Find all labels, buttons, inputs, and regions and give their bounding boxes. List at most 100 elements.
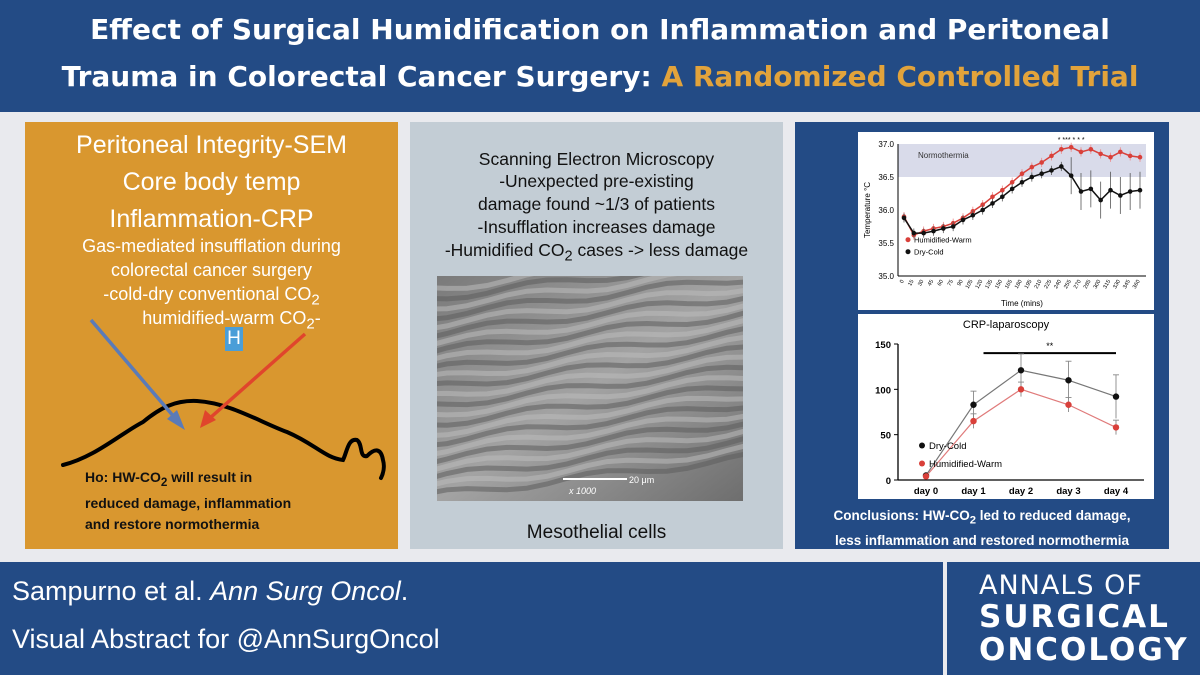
temp-x-tick: 330	[1112, 279, 1122, 290]
temp-point	[1137, 154, 1143, 160]
temp-point	[1068, 173, 1074, 178]
outcome-temp: Core body temp	[122, 168, 301, 196]
temp-point	[1108, 154, 1113, 160]
crp-x-tick: day 0	[914, 486, 938, 497]
sem-finding-4-a: -Humidified CO	[444, 240, 565, 260]
crp-point	[1017, 367, 1025, 374]
temp-x-tick: 300	[1093, 279, 1103, 290]
sem-caption: Mesothelial cells	[526, 522, 667, 543]
temp-x-tick: 225	[1043, 279, 1053, 290]
hypothesis-b: will result in	[167, 469, 253, 485]
blue-arrow-head	[167, 410, 185, 430]
sem-finding-3: -Insufflation increases damage	[477, 217, 716, 237]
crp-point	[1112, 393, 1120, 400]
study-design-panel: Peritoneal Integrity-SEM Core body temp …	[25, 122, 398, 549]
title-line-2-highlight: A Randomized Controlled Trial	[661, 60, 1139, 93]
sem-panel: Scanning Electron Microscopy -Unexpected…	[410, 122, 783, 549]
arm-humidified: humidified-warm CO2-	[45, 307, 418, 336]
temp-point	[1019, 179, 1025, 185]
red-arrow-line	[208, 332, 307, 420]
citation-footer: Sampurno et al. Ann Surg Oncol. Visual A…	[0, 562, 943, 675]
conclusions: Conclusions: HW-CO2 led to reduced damag…	[795, 506, 1169, 551]
temp-x-tick: 105	[965, 279, 975, 290]
temp-point	[1078, 189, 1084, 194]
crp-legend-marker	[919, 442, 925, 449]
sem-finding-1: -Unexpected pre-existing	[499, 171, 694, 191]
arm-cold-dry-text: -cold-dry conventional CO	[103, 284, 312, 304]
temp-point	[1088, 186, 1094, 192]
temperature-chart-svg: Normothermia 35.0 35.5 36.0 36.5 37.0 Temperat…	[863, 137, 1146, 308]
temp-x-tick: 240	[1053, 279, 1063, 290]
conclusion-sub: 2	[969, 514, 976, 527]
visual-abstract-handle: Visual Abstract for @AnnSurgOncol	[12, 624, 440, 654]
temp-legend-marker	[905, 237, 911, 243]
temp-point	[990, 201, 995, 206]
title-line-2-main: Trauma in Colorectal Cancer Surgery:	[61, 60, 662, 93]
insufflation-diagram	[61, 318, 386, 480]
hypothesis-line-1: Ho: HW-CO2 will result in	[85, 467, 375, 493]
temp-point	[970, 212, 976, 218]
title-line-1: Effect of Surgical Humidification on Inf…	[90, 13, 1110, 46]
title-banner: Effect of Surgical Humidification on Inf…	[0, 0, 1200, 112]
temp-point	[1029, 164, 1035, 170]
temp-legend-label: Humidified-Warm	[914, 236, 972, 245]
temp-point	[1009, 179, 1015, 185]
conclusion-b: led to reduced damage,	[975, 508, 1131, 523]
temp-x-tick: 285	[1083, 279, 1093, 290]
citation: Sampurno et al. Ann Surg Oncol.	[12, 574, 408, 608]
crp-chart-svg: CRP-laparoscopy 0 50 100 150 day 0 day 1 day 2 d…	[875, 319, 1144, 497]
hypothesis-line-3: and restore normothermia	[85, 515, 260, 532]
sem-magnification: x 1000	[568, 486, 596, 496]
temp-x-tick: 45	[927, 279, 935, 287]
temp-point	[1118, 149, 1123, 155]
logo-line-3: ONCOLOGY	[979, 632, 1189, 668]
temp-x-tick: 165	[1004, 279, 1014, 290]
sem-finding-2: damage found ~1/3 of patients	[478, 194, 715, 214]
logo-line-2: SURGICAL	[979, 599, 1170, 635]
sem-heading: Scanning Electron Microscopy	[478, 149, 715, 169]
temp-point	[1098, 151, 1103, 157]
temp-x-tick: 210	[1034, 279, 1044, 290]
temp-point	[1049, 168, 1054, 173]
intro-line-2: colorectal cancer surgery	[110, 260, 313, 280]
crp-y-tick: 0	[886, 476, 891, 487]
sem-finding-4-b: cases -> less damage	[572, 240, 749, 260]
results-panel: Normothermia 35.0 35.5 36.0 36.5 37.0 Temperat…	[795, 122, 1169, 549]
arm-cold-dry-sub: 2	[311, 291, 320, 309]
temp-point	[1029, 174, 1035, 180]
crp-legend-label: Humidified-Warm	[929, 459, 1002, 470]
temp-x-tick: 135	[984, 279, 994, 290]
abdomen-outline	[61, 398, 386, 480]
temp-point	[911, 230, 917, 236]
temp-point	[1059, 146, 1064, 152]
crp-point	[1017, 386, 1025, 393]
temp-x-tick: 15	[907, 279, 915, 287]
temp-legend-label: Dry-Cold	[914, 248, 944, 257]
temp-x-tick: 360	[1132, 279, 1142, 290]
crp-point	[1065, 401, 1072, 408]
temp-x-tick: 180	[1014, 279, 1024, 290]
blue-arrow-line	[89, 318, 177, 420]
temp-legend-marker	[905, 249, 911, 255]
temp-x-tick: 120	[975, 279, 985, 290]
temp-x-tick: 0	[899, 279, 906, 285]
temp-point	[901, 215, 907, 221]
sem-finding-4-sub: 2	[564, 248, 573, 265]
temp-point	[921, 230, 926, 236]
temp-x-tick: 75	[947, 279, 955, 287]
crp-y-tick: 150	[875, 340, 891, 351]
temp-x-tick: 150	[994, 279, 1004, 290]
temp-point	[1019, 171, 1025, 176]
temp-y-tick: 36.5	[878, 173, 894, 182]
conclusion-a: Conclusions: HW-CO	[833, 508, 970, 523]
crp-y-tick: 50	[880, 431, 891, 442]
temp-x-tick: 345	[1122, 279, 1132, 290]
temp-point	[950, 224, 956, 229]
temp-point	[1039, 160, 1044, 165]
temp-point	[1059, 164, 1064, 169]
temp-x-tick: 90	[956, 279, 964, 287]
crp-point	[922, 473, 930, 480]
temp-point	[960, 217, 966, 223]
sem-finding-4: -Humidified CO2 cases -> less damage	[410, 239, 783, 268]
arm-humidified-text: humidified-warm CO	[142, 308, 307, 328]
